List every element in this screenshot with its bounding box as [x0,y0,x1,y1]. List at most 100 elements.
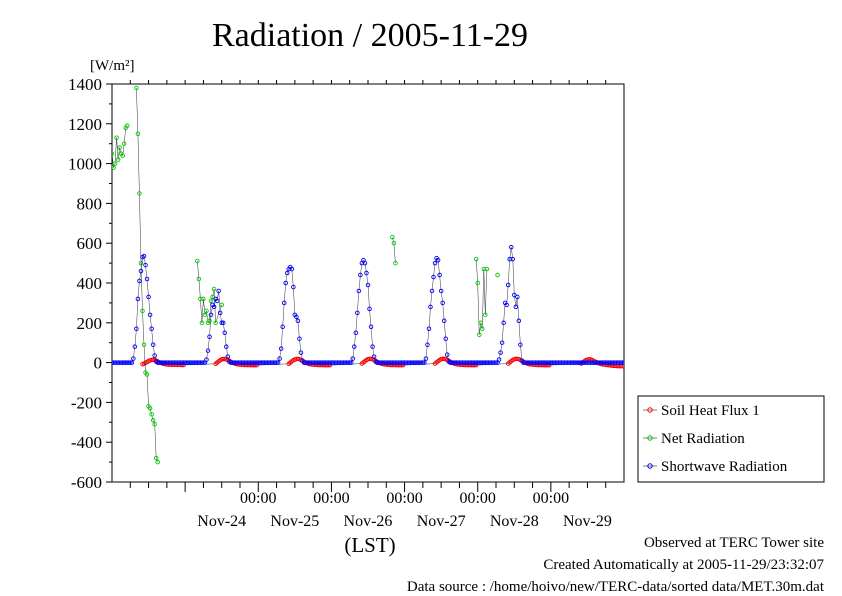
data-point [196,276,202,282]
data-point [542,360,548,365]
data-point [335,360,340,365]
data-point [498,350,503,355]
data-point [123,360,128,365]
data-point [460,360,465,365]
data-point [448,360,453,365]
data-point [481,266,487,272]
y-tick-label: -400 [71,433,102,452]
data-point [597,360,602,365]
data-point [388,360,394,365]
data-point [230,360,235,365]
data-point [128,360,133,365]
data-point [129,360,135,365]
data-point [158,360,164,365]
data-point [580,360,586,365]
data-point [621,360,624,365]
data-point [214,298,220,304]
data-point [132,344,138,349]
data-point [164,360,170,365]
data-point [508,244,514,250]
data-point [112,165,116,170]
data-point [272,360,278,365]
data-point [408,360,413,365]
data-point [513,304,519,310]
data-point [481,360,487,365]
data-point [484,360,490,365]
data-point [547,360,552,365]
data-point [394,360,400,365]
data-point [207,318,212,324]
data-point [576,360,581,365]
data-point [521,360,526,365]
data-point [256,360,261,365]
data-point [172,360,177,365]
data-point [222,330,228,336]
data-point [138,268,144,274]
data-point [141,342,147,347]
data-point [609,360,615,365]
x-day-label: Nov-27 [417,513,466,530]
data-point [390,234,395,240]
data-point [618,360,624,365]
data-point [243,360,249,365]
data-point [440,356,445,362]
data-point [577,360,583,365]
data-point [461,360,467,365]
data-point [195,360,200,365]
data-point [608,360,613,365]
data-point [306,360,311,365]
data-point [531,360,537,365]
data-point [307,360,313,365]
data-point [166,360,171,365]
data-point [574,360,580,365]
data-point [553,360,558,365]
y-tick-label: -200 [71,393,102,412]
data-point [219,320,224,326]
data-point [358,272,363,278]
data-point [556,360,561,365]
data-point [467,360,473,365]
data-point [326,360,331,365]
data-point [614,360,619,365]
data-point [615,360,621,365]
data-point [405,360,410,365]
data-point [220,356,226,362]
data-point [196,360,202,365]
data-point [163,360,168,365]
data-point [370,344,375,349]
data-point [390,360,395,365]
x-day-label: Nov-24 [197,513,246,530]
series-line [112,247,624,363]
data-point [303,360,308,365]
data-point [557,360,563,365]
data-point [478,360,484,365]
data-point [323,360,328,365]
data-point [515,294,520,300]
data-point [147,312,153,318]
data-point [274,360,279,365]
data-point [341,360,346,365]
data-point [476,332,482,337]
data-point [219,302,224,308]
data-point [242,360,247,365]
data-point [188,360,194,365]
data-point [216,288,221,294]
legend-label: Soil Heat Flux 1 [661,403,760,419]
data-point [225,354,231,359]
data-point [598,360,604,365]
data-point [152,353,157,358]
data-point [545,360,551,365]
data-point [551,360,557,365]
data-point [527,360,532,365]
data-point [396,360,401,365]
x-time-label: 00:00 [240,490,276,507]
data-point [579,360,584,365]
data-point [176,360,182,365]
data-point [352,344,357,349]
data-point [603,360,608,365]
series-1 [112,85,500,465]
data-point [137,191,142,196]
data-point [330,360,336,365]
data-point [150,418,156,423]
data-point [391,360,397,365]
